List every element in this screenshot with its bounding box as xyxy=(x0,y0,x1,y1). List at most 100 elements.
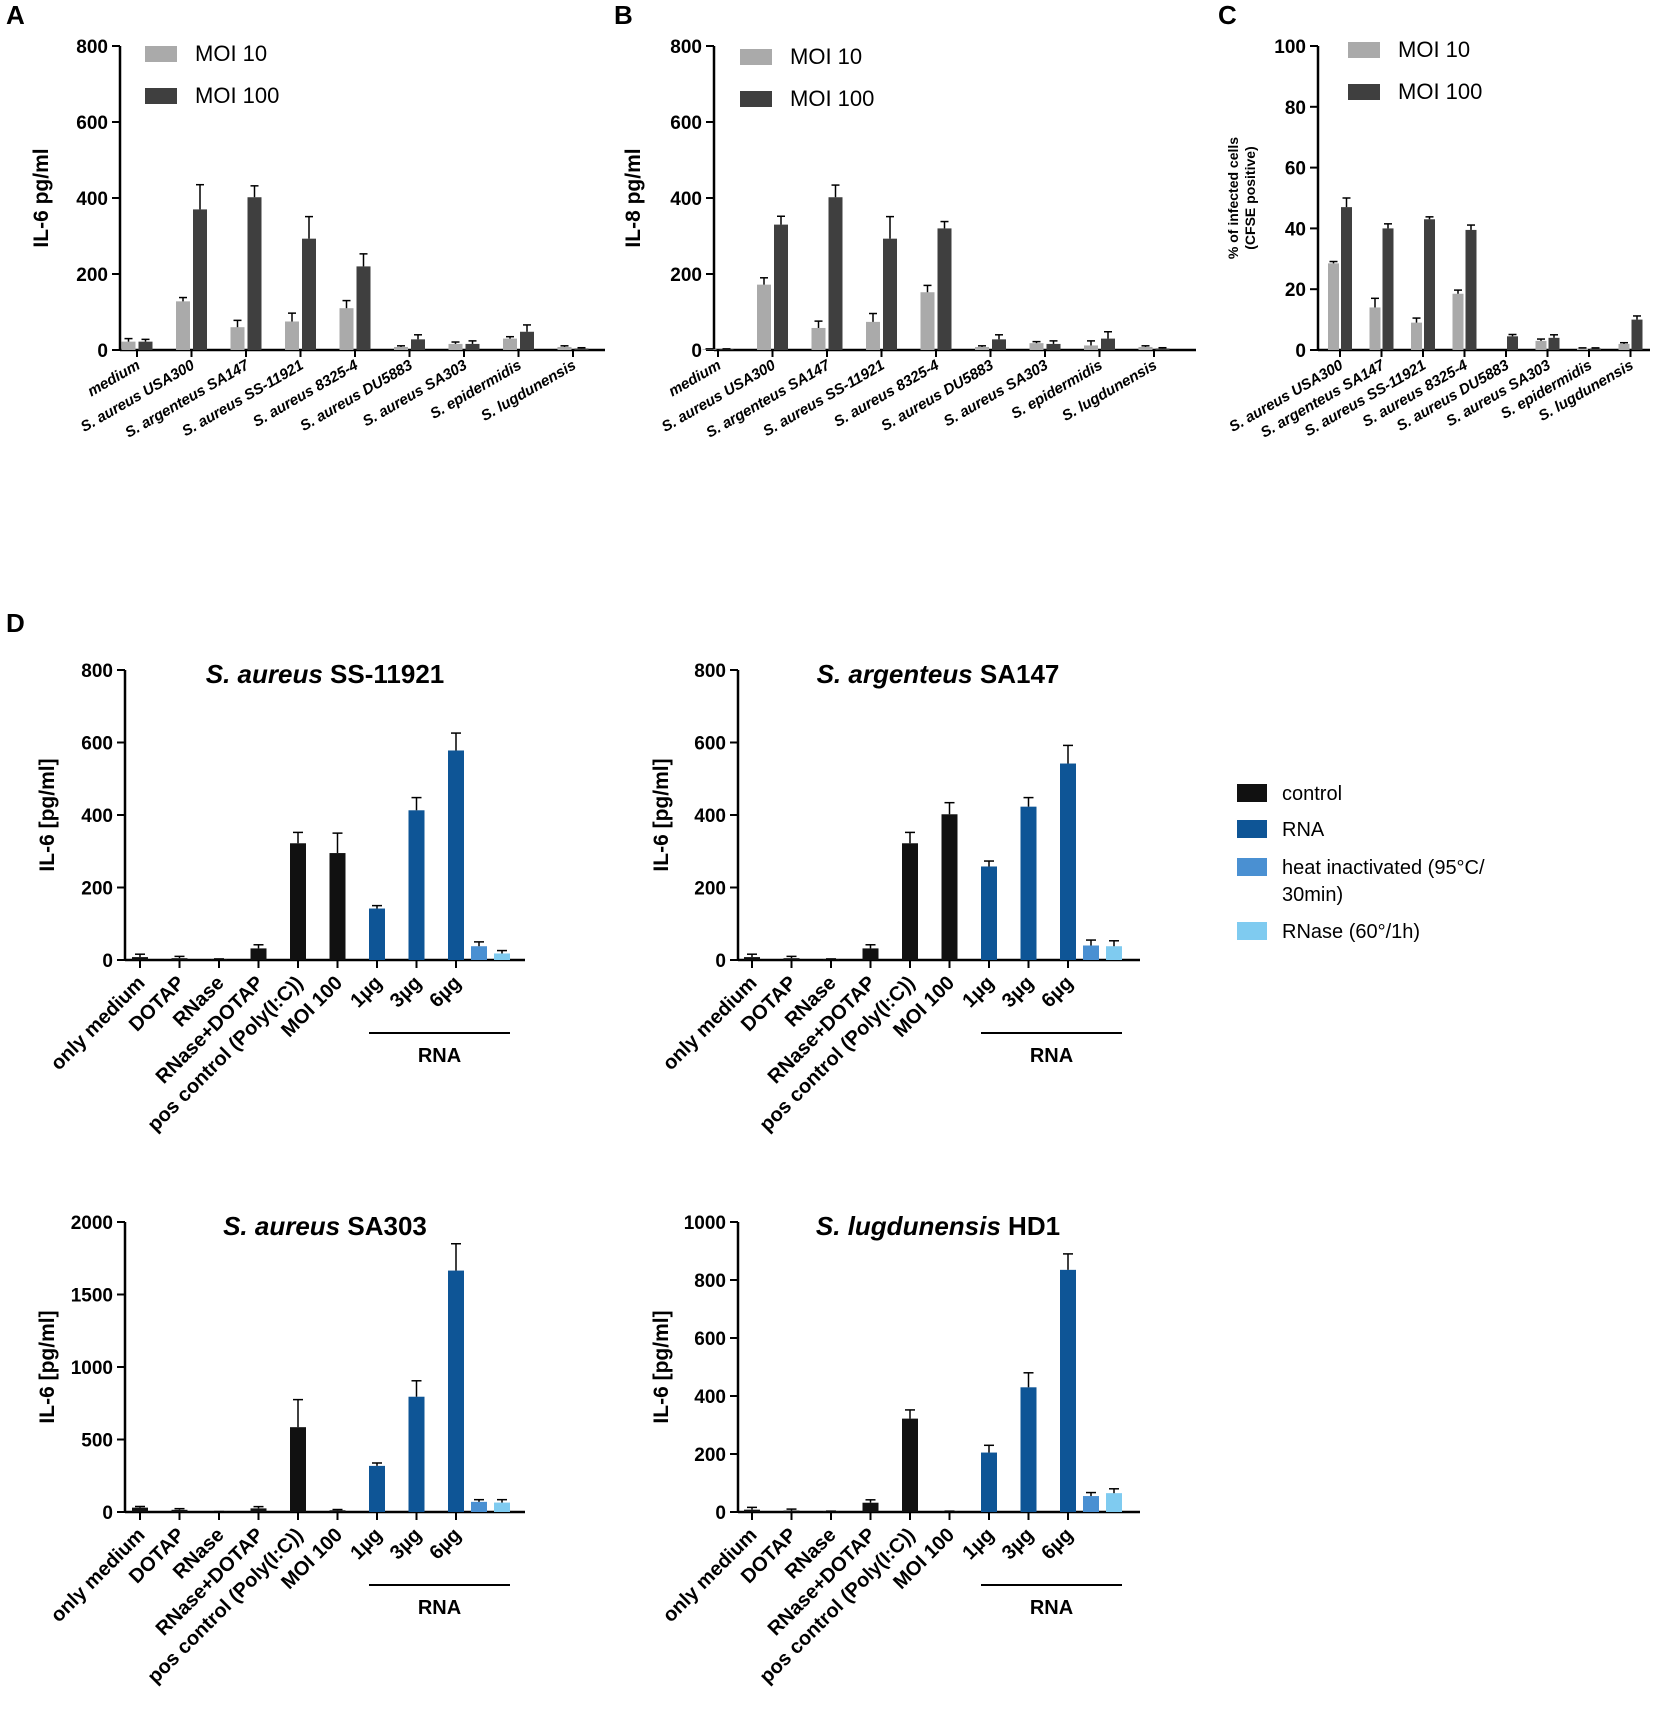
legend-swatch-moi10 xyxy=(1348,42,1380,58)
y-tick-label: 800 xyxy=(694,661,726,682)
bar xyxy=(230,327,245,350)
category-label: 3µg xyxy=(386,1524,426,1564)
bar xyxy=(132,957,148,960)
bar xyxy=(471,1501,487,1512)
legend-label-moi10: MOI 10 xyxy=(1398,37,1470,62)
y-tick-label: 600 xyxy=(76,113,108,134)
bar xyxy=(1548,337,1560,350)
panel-letter-b: B xyxy=(614,0,633,30)
bar xyxy=(369,1465,385,1512)
bar xyxy=(285,321,299,350)
bar xyxy=(132,1507,148,1512)
bar xyxy=(937,228,952,350)
category-label: S. lugdunensis xyxy=(478,357,579,425)
bar xyxy=(783,958,800,960)
y-tick-label: 500 xyxy=(81,1431,113,1452)
bar xyxy=(1382,228,1394,350)
category-label: 1µg xyxy=(346,1524,386,1564)
category-label: 1µg xyxy=(958,1524,998,1564)
y-tick-label: 2000 xyxy=(71,1213,113,1234)
y-tick-label: 400 xyxy=(694,1387,726,1408)
bar xyxy=(1084,345,1098,350)
bar xyxy=(193,209,207,350)
y-axis-label: IL-6 [pg/ml] xyxy=(36,758,59,871)
legend-label-moi100: MOI 100 xyxy=(790,86,874,111)
y-tick-label: 0 xyxy=(1295,341,1306,362)
bar xyxy=(250,1508,267,1512)
bar xyxy=(1083,1496,1099,1512)
bar xyxy=(1106,1493,1122,1512)
bar xyxy=(862,1502,879,1512)
bar xyxy=(866,321,880,350)
panel-d3: S. aureus SA303 0 500 1000 1500 2000 IL-6 [pg/… xyxy=(36,1211,525,1688)
y-axis-label-2: (CFSE positive) xyxy=(1242,146,1258,249)
bar xyxy=(1046,343,1061,350)
bar xyxy=(1590,348,1601,350)
panel-d2: S. argenteus SA147 0 200 400 600 800 IL-6 [pg/… xyxy=(650,659,1140,1136)
y-tick-label: 0 xyxy=(102,951,113,972)
chart-title-strain: HD1 xyxy=(1001,1211,1060,1241)
category-label: S. epidermidis xyxy=(1008,357,1105,423)
chart-title: S. argenteus SA147 xyxy=(817,659,1060,689)
y-axis-label: IL-6 [pg/ml] xyxy=(650,1310,673,1423)
bar xyxy=(1465,229,1477,350)
bar xyxy=(828,197,843,350)
y-tick-label: 0 xyxy=(102,1503,113,1524)
y-tick-label: 200 xyxy=(81,879,113,900)
bar xyxy=(1424,219,1435,350)
bar xyxy=(138,341,153,350)
legend-swatch-control xyxy=(1237,784,1267,802)
panel-c: 0 20 40 60 80 100 % of infected cells (CFSE pos… xyxy=(1225,37,1650,441)
legend-label-rnase: RNase (60°/1h) xyxy=(1282,921,1420,943)
bar xyxy=(503,338,517,350)
bar xyxy=(902,1418,918,1512)
y-tick-label: 1500 xyxy=(71,1286,113,1307)
bar xyxy=(1452,293,1464,350)
y-tick-label: 800 xyxy=(670,37,702,58)
bar xyxy=(290,843,306,960)
y-tick-label: 0 xyxy=(715,951,726,972)
bar xyxy=(1138,346,1153,350)
legend-label-heat_inactivated: heat inactivated (95°C/ xyxy=(1282,857,1485,879)
bar xyxy=(1106,946,1122,960)
bar xyxy=(883,238,897,350)
legend-swatch-heat_inactivated xyxy=(1237,858,1267,876)
panel-d4: S. lugdunensis HD1 0 200 400 600 800 1000 IL-6 … xyxy=(650,1211,1140,1688)
legend-swatch-moi10 xyxy=(740,49,772,65)
chart-title: S. aureus SS-11921 xyxy=(206,659,445,689)
bar xyxy=(574,348,589,350)
bar xyxy=(250,948,267,960)
bar xyxy=(494,953,510,960)
bar xyxy=(247,197,262,350)
y-tick-label: 80 xyxy=(1285,98,1306,119)
bar xyxy=(920,292,935,350)
category-label: S. epidermidis xyxy=(427,357,524,423)
bar xyxy=(471,946,487,960)
bar xyxy=(862,948,879,960)
chart-title-strain: SA303 xyxy=(340,1211,427,1241)
bar xyxy=(329,853,346,960)
bar xyxy=(176,301,190,350)
y-axis-label: % of infected cells xyxy=(1225,137,1241,259)
bar xyxy=(1369,307,1381,350)
bar xyxy=(1155,348,1170,350)
bar xyxy=(719,349,734,350)
bar xyxy=(394,346,408,350)
bar xyxy=(121,341,136,350)
chart-title: S. lugdunensis HD1 xyxy=(816,1211,1060,1241)
bar xyxy=(1577,348,1588,350)
chart-title-species: S. argenteus xyxy=(817,659,973,689)
bar xyxy=(339,308,354,350)
bar xyxy=(757,284,771,350)
bar xyxy=(329,1510,346,1512)
bar xyxy=(520,331,534,350)
chart-title-species: S. aureus xyxy=(206,659,323,689)
chart-title-strain: SA147 xyxy=(973,659,1060,689)
y-tick-label: 400 xyxy=(694,806,726,827)
legend-label-heat_inactivated-line2: 30min) xyxy=(1282,884,1343,906)
y-tick-label: 100 xyxy=(1274,37,1306,58)
category-label: 6µg xyxy=(425,1524,465,1564)
y-tick-label: 1000 xyxy=(71,1358,113,1379)
